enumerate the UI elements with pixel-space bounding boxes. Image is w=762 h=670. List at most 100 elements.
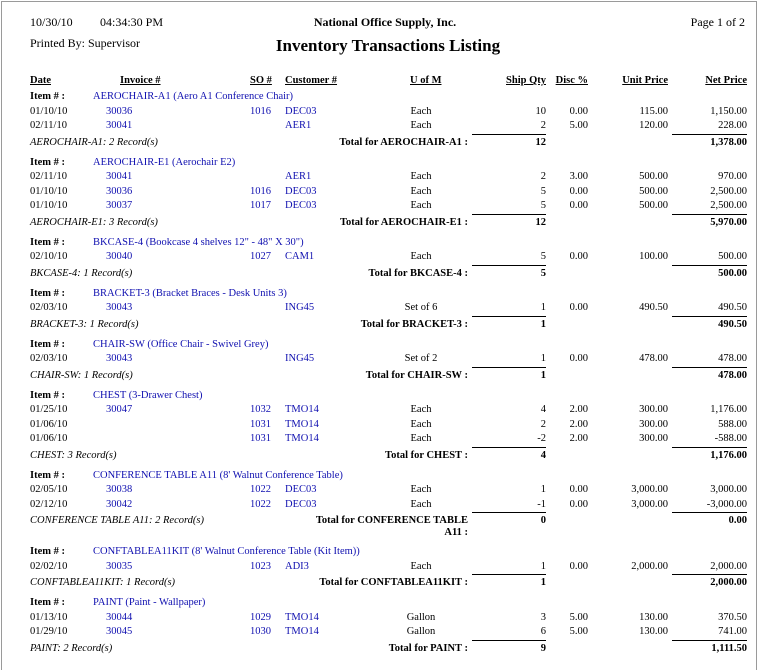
column-headers: Date Invoice # SO # Customer # U of M Ship Qt… [0, 75, 762, 89]
disc-cell: 5.00 [569, 626, 588, 637]
report-body: Item # : AEROCHAIR-A1 (Aero A1 Conference… [0, 90, 762, 662]
so-cell: 1031 [250, 433, 271, 444]
net-price-cell: 490.50 [718, 302, 747, 313]
record-count: BKCASE-4: 1 Record(s) [30, 267, 133, 279]
group-footer: CONFTABLEA11KIT: 1 Record(s) Total for CO… [0, 574, 762, 590]
group-footer: PAINT: 2 Record(s) Total for PAINT : 9 1,11… [0, 639, 762, 656]
total-net: 478.00 [672, 366, 747, 382]
transaction-row: 01/06/10 1031 TMO14 Each 2 2.00 300.00 588.00 [0, 418, 762, 433]
unit-price-cell: 120.00 [639, 120, 668, 131]
uom-cell: Set of 2 [404, 353, 438, 364]
transaction-row: 02/05/10 30038 1022 DEC03 Each 1 0.00 3,000.00 3… [0, 483, 762, 498]
disc-cell: 0.00 [569, 560, 588, 572]
customer-cell: DEC03 [285, 498, 317, 510]
disc-cell: 0.00 [569, 251, 588, 262]
total-qty: 1 [472, 366, 546, 382]
net-price-cell: 1,150.00 [710, 105, 747, 117]
group-footer: BKCASE-4: 1 Record(s) Total for BKCASE-4 … [0, 264, 762, 281]
item-group: Item # : AEROCHAIR-A1 (Aero A1 Conference… [0, 90, 762, 150]
qty-cell: 1 [540, 560, 546, 572]
qty-cell: -2 [537, 433, 546, 444]
invoice-cell: 30044 [106, 611, 133, 623]
item-row: Item # : BKCASE-4 (Bookcase 4 shelves 12"… [0, 236, 762, 251]
qty-cell: 5 [540, 251, 546, 262]
total-qty: 5 [472, 264, 546, 280]
total-label: Total for BKCASE-4 : [368, 267, 468, 279]
total-label: Total for BRACKET-3 : [360, 318, 468, 330]
date-cell: 01/10/10 [30, 105, 68, 117]
customer-cell: ING45 [285, 302, 315, 313]
so-cell: 1016 [250, 185, 271, 197]
customer-cell: TMO14 [285, 626, 319, 637]
disc-cell: 0.00 [569, 353, 588, 364]
uom-cell: Gallon [406, 611, 436, 623]
net-price-cell: 370.50 [718, 611, 747, 623]
item-name: BKCASE-4 (Bookcase 4 shelves 12" - 48" X… [93, 236, 304, 248]
item-row: Item # : BRACKET-3 (Bracket Braces - Desk… [0, 287, 762, 302]
date-cell: 01/10/10 [30, 185, 68, 197]
item-row: Item # : CHEST (3-Drawer Chest) [0, 389, 762, 404]
item-label: Item # : [30, 597, 65, 608]
date-cell: 02/02/10 [30, 560, 68, 572]
transaction-row: 01/10/10 30037 1017 DEC03 Each 5 0.00 500.00 2,5… [0, 199, 762, 214]
company-name: National Office Supply, Inc. [313, 15, 457, 29]
customer-cell: TMO14 [285, 433, 319, 444]
customer-cell: TMO14 [285, 404, 319, 415]
disc-cell: 5.00 [569, 611, 588, 623]
so-cell: 1023 [250, 560, 271, 572]
uom-cell: Each [410, 418, 432, 430]
column-header: Net Price [705, 75, 747, 86]
so-cell: 1022 [250, 498, 271, 510]
unit-price-cell: 3,000.00 [631, 484, 668, 495]
record-count: PAINT: 2 Record(s) [30, 642, 113, 654]
total-net: 490.50 [672, 315, 747, 331]
transaction-row: 02/03/10 30043 ING45 Set of 6 1 0.00 490.50 490… [0, 301, 762, 316]
item-label: Item # : [30, 469, 65, 481]
disc-cell: 2.00 [569, 433, 588, 444]
transaction-row: 01/29/10 30045 1030 TMO14 Gallon 6 5.00 130.00 7… [0, 625, 762, 640]
uom-cell: Each [410, 484, 432, 495]
disc-cell: 0.00 [569, 302, 588, 313]
item-row: Item # : CHAIR-SW (Office Chair - Swivel … [0, 338, 762, 353]
invoice-cell: 30043 [106, 353, 133, 364]
net-price-cell: 2,500.00 [710, 185, 747, 197]
report-title: Inventory Transactions Listing [275, 36, 501, 55]
item-name: CONFTABLEA11KIT (8' Walnut Conference Ta… [93, 546, 360, 557]
item-row: Item # : AEROCHAIR-A1 (Aero A1 Conference… [0, 90, 762, 105]
net-price-cell: 228.00 [718, 120, 747, 131]
qty-cell: 5 [540, 185, 546, 197]
uom-cell: Each [410, 560, 432, 572]
item-label: Item # : [30, 546, 65, 557]
uom-cell: Gallon [406, 626, 436, 637]
customer-cell: DEC03 [285, 105, 317, 117]
date-cell: 02/05/10 [30, 484, 68, 495]
item-group: Item # : BRACKET-3 (Bracket Braces - Desk… [0, 287, 762, 332]
page-number: Page 1 of 2 [690, 15, 745, 29]
customer-cell: AER1 [285, 171, 312, 182]
qty-cell: 10 [535, 105, 547, 117]
column-header: Unit Price [622, 75, 668, 86]
total-net: 0.00 [672, 512, 747, 527]
column-header: Ship Qty [506, 75, 546, 86]
unit-price-cell: 3,000.00 [631, 498, 668, 510]
uom-cell: Each [410, 404, 432, 415]
total-net: 2,000.00 [672, 574, 747, 589]
record-count: CHAIR-SW: 1 Record(s) [30, 369, 133, 381]
date-cell: 01/06/10 [30, 418, 68, 430]
qty-cell: 2 [540, 171, 546, 182]
invoice-cell: 30036 [106, 105, 133, 117]
group-footer: CONFERENCE TABLE A11: 2 Record(s) Total f… [0, 512, 762, 539]
transaction-row: 02/10/10 30040 1027 CAM1 Each 5 0.00 100.00 500.… [0, 250, 762, 265]
uom-cell: Each [410, 185, 432, 197]
record-count: CHEST: 3 Record(s) [30, 449, 117, 461]
transaction-row: 01/06/10 1031 TMO14 Each -2 2.00 300.00 -588.00 [0, 432, 762, 447]
item-label: Item # : [30, 156, 65, 168]
total-qty: 0 [472, 512, 546, 527]
so-cell: 1016 [250, 105, 271, 117]
date-cell: 01/29/10 [30, 626, 68, 637]
net-price-cell: 1,176.00 [710, 404, 747, 415]
unit-price-cell: 300.00 [639, 418, 668, 430]
uom-cell: Each [410, 200, 432, 211]
disc-cell: 2.00 [569, 418, 588, 430]
